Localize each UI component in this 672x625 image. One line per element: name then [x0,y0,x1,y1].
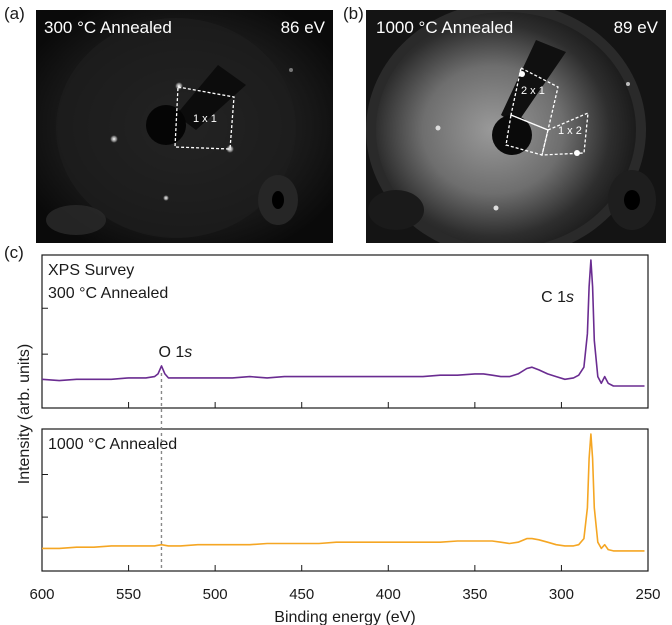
panel-annotation-1-1: XPS Survey [48,262,134,279]
unit-cell-1x1-box [174,86,235,150]
box-label-2x1: 2 x 1 [521,85,545,97]
x-tick-label-450: 450 [289,586,314,603]
electron-gun-shadow [146,105,186,145]
energy-label-89ev: 89 eV [613,18,658,37]
panel-c-letter: (c) [4,243,24,262]
x-tick-label-300: 300 [549,586,574,603]
panel-a-letter: (a) [4,4,25,23]
peak-label-1: O 1s [158,344,192,361]
leed-pattern-300c [36,10,333,243]
panel-annotation-2-1: 1000 °C Annealed [48,436,177,453]
panel-b-letter: (b) [343,4,364,23]
energy-label-86ev: 86 eV [280,18,325,37]
xps-spectrum-1 [41,259,645,387]
peak-label-2: C 1s [541,289,574,306]
leed-pattern-1000c [366,10,666,243]
xps-spectrum-2 [42,433,645,552]
condition-label-1000c: 1000 °C Annealed [376,18,514,37]
leed-image-300c: 300 °C Annealed 86 eV 1 x 1 [36,10,333,243]
x-tick-label-350: 350 [462,586,487,603]
x-tick-label-250: 250 [635,586,660,603]
x-axis-title: Binding energy (eV) [274,609,415,625]
box-label-1x1: 1 x 1 [193,113,217,125]
y-axis-title: Intensity (arb. units) [16,344,33,485]
x-tick-label-600: 600 [29,586,54,603]
box-label-1x2: 1 x 2 [558,125,582,137]
xps-panel-frame-1 [41,254,649,409]
panel-annotation-1-2: 300 °C Annealed [48,285,168,302]
xps-panel-frame-2 [41,428,649,572]
leed-image-1000c: 1000 °C Annealed 89 eV 2 x 1 1 x 2 [366,10,666,243]
x-tick-label-400: 400 [376,586,401,603]
x-tick-label-500: 500 [203,586,228,603]
electron-gun-shadow-b [492,115,532,155]
condition-label-300c: 300 °C Annealed [44,18,172,37]
x-tick-label-550: 550 [116,586,141,603]
xps-survey-chart: XPS Survey 300 °C Annealed O 1s C 1s 1000 °C… [16,254,661,625]
